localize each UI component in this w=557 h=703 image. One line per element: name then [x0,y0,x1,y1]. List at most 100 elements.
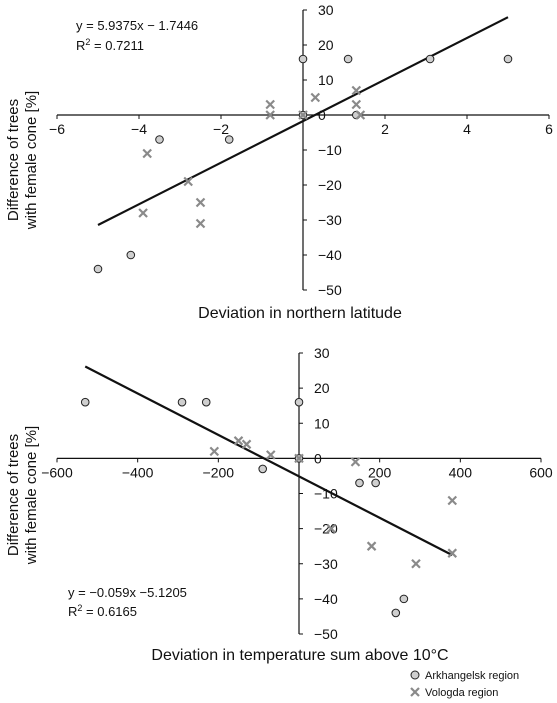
chart-latitude-x-tick-label: 2 [381,121,389,137]
chart-latitude-point-arkhangelsk [224,135,234,144]
legend-item-arkhangelsk: Arkhangelsk region [425,670,519,682]
chart-latitude-y-tick-label: −40 [318,247,342,263]
chart-latitude-point-arkhangelsk [126,250,136,260]
chart-temperature-point-vologda [350,457,361,467]
chart-temperature-point-vologda [233,436,244,446]
chart-latitude-x-tick-label: 6 [545,121,553,137]
chart-temperature-point-arkhangelsk [258,464,268,474]
chart-temperature-y-axis-label-line1: Difference of trees [5,434,22,556]
chart-temperature: −600 −400 −200 200 400 600 30 20 10 0 −10 −20 −30 −40… [5,345,553,664]
x-marker-stroke [209,446,220,457]
chart-temperature-r-squared: R2 = 0.6165 [68,603,137,619]
chart-temperature-x-tick-label: −400 [122,464,154,480]
chart-latitude-y-tick-label: 10 [318,72,334,88]
x-marker-stroke [447,548,458,558]
legend-item-vologda: Vologda region [425,687,498,699]
chart-temperature-point-vologda [294,453,304,464]
chart-temperature-point-arkhangelsk [371,478,380,488]
chart-temperature-point-arkhangelsk [177,397,187,407]
chart-latitude-point-arkhangelsk [93,264,103,274]
chart-latitude-y-tick-label: −10 [318,142,342,158]
x-marker-stroke [265,99,275,110]
chart-temperature-point-arkhangelsk [391,608,401,618]
x-marker-stroke [265,450,276,460]
chart-temperature-r-squared-label: R [68,604,77,619]
chart-latitude-r-squared-label: R [76,38,85,53]
legend: Arkhangelsk region Vologda region [410,670,519,699]
chart-latitude-y-tick-label: −20 [318,177,342,193]
x-marker-stroke [294,453,304,464]
chart-latitude-y-tick-label: −30 [318,212,342,228]
chart-latitude-point-arkhangelsk [298,54,308,64]
x-marker-stroke [233,436,244,446]
chart-latitude-y-tick-label: 20 [318,37,334,53]
chart-temperature-y-tick-label: −40 [314,591,338,607]
chart-latitude-point-vologda [298,110,308,120]
chart-temperature-x-tick-label: 200 [368,464,392,480]
chart-temperature-point-arkhangelsk [201,397,211,407]
x-marker-stroke [326,523,337,534]
chart-temperature-y-tick-label: −10 [314,486,338,502]
chart-temperature-point-vologda [241,439,252,450]
chart-latitude-point-vologda [351,85,362,96]
chart-latitude-y-tick-label: −50 [318,282,342,298]
chart-latitude-point-vologda [355,110,366,120]
legend-x-marker-icon [410,687,420,697]
chart-latitude-equation: y = 5.9375x − 1.7446 [76,18,198,33]
x-marker-stroke [310,92,321,103]
chart-temperature-point-vologda [209,446,220,457]
chart-temperature-r-squared-value: = 0.6165 [82,604,137,619]
chart-latitude-point-vologda [265,99,275,110]
chart-temperature-y-tick-label: 20 [314,380,330,396]
x-marker-stroke [355,110,366,120]
chart-temperature-x-tick-label: −600 [41,464,73,480]
chart-latitude-point-arkhangelsk [425,54,435,64]
chart-latitude-x-tick-label: −2 [213,121,229,137]
chart-latitude-x-tick-label: 4 [463,121,471,137]
chart-temperature-x-axis-label: Deviation in temperature sum above 10°C [151,647,448,664]
x-marker-stroke [447,495,458,506]
chart-latitude-point-arkhangelsk [155,135,164,144]
x-marker-stroke [195,218,206,229]
chart-temperature-y-tick-label: −20 [314,521,338,537]
x-marker-stroke [351,99,362,110]
chart-latitude-point-vologda [265,110,275,120]
chart-latitude-point-vologda [195,218,206,229]
chart-temperature-y-tick-label: −50 [314,626,338,642]
chart-latitude-y-axis-label-line1: Difference of trees [5,99,22,221]
x-marker-stroke [366,541,377,551]
chart-latitude-point-vologda [195,197,206,208]
chart-latitude-y-tick-label: 0 [318,107,326,123]
chart-temperature-equation: y = −0.059x −5.1205 [68,585,187,600]
chart-temperature-axes: −600 −400 −200 200 400 600 30 20 10 0 −10 −20 −30 −40… [41,345,553,642]
chart-temperature-point-vologda [447,548,458,558]
legend-circle-marker-icon [410,670,420,680]
chart-temperature-point-vologda [447,495,458,506]
chart-temperature-point-vologda [265,450,276,460]
chart-latitude-x-tick-label: −4 [131,121,147,137]
x-marker-stroke [298,110,308,120]
chart-latitude-point-vologda [351,99,362,110]
chart-latitude: −6 −4 −2 2 4 6 30 20 10 0 −10 −20 −30 −40 −50 Deviatio… [5,2,553,322]
chart-latitude-y-tick-label: 30 [318,2,334,18]
chart-latitude-point-arkhangelsk [343,54,353,64]
chart-latitude-point-vologda [183,176,193,187]
chart-temperature-x-tick-label: 400 [449,464,473,480]
x-marker-stroke [142,148,152,159]
chart-latitude-r-squared-value: = 0.7211 [90,38,144,53]
chart-temperature-point-vologda [326,523,337,534]
x-marker-stroke [351,85,362,96]
chart-temperature-x-tick-label: −200 [203,464,235,480]
chart-latitude-trendline [97,16,509,226]
chart-temperature-y-tick-label: 10 [314,415,330,431]
chart-latitude-r-squared: R2 = 0.7211 [76,37,144,53]
chart-temperature-y-axis-label-line2: with female cone [%] [23,426,40,565]
chart-temperature-y-tick-label: −30 [314,556,338,572]
chart-latitude-point-vologda [310,92,321,103]
chart-temperature-point-arkhangelsk [294,397,304,407]
chart-latitude-point-vologda [138,208,148,218]
x-marker-stroke [350,457,361,467]
chart-temperature-point-vologda [366,541,377,551]
chart-latitude-x-axis-label: Deviation in northern latitude [198,305,402,322]
